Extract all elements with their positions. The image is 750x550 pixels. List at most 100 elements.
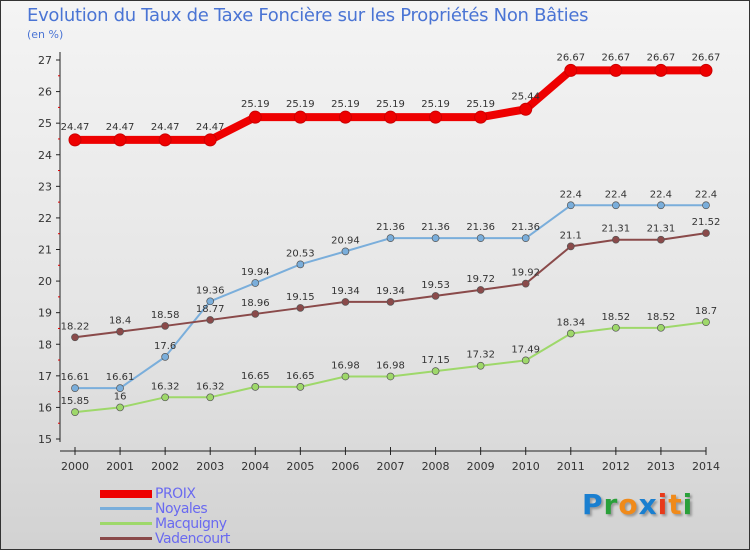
data-label: 17.32: [466, 350, 495, 361]
x-tick-label: 2001: [106, 460, 134, 473]
x-tick-label: 2008: [422, 460, 450, 473]
data-label: 22.4: [650, 189, 672, 200]
data-label: 22.4: [695, 189, 717, 200]
data-point: [612, 323, 620, 332]
data-label: 19.53: [421, 280, 450, 291]
data-point: [654, 63, 668, 77]
data-label: 21.36: [376, 222, 405, 233]
x-tick-label: 2012: [602, 460, 630, 473]
data-label: 18.77: [196, 304, 225, 315]
data-label: 21.36: [466, 222, 495, 233]
data-label: 18.58: [151, 310, 180, 321]
data-point: [699, 63, 713, 77]
legend-label: Noyales: [155, 500, 208, 517]
logo-letter: x: [638, 488, 658, 521]
data-point: [476, 286, 485, 294]
legend-swatch: [100, 507, 152, 510]
data-point: [566, 201, 575, 210]
x-tick-label: 2002: [151, 460, 179, 473]
data-label: 19.34: [331, 286, 360, 297]
y-tick-label: 26: [38, 86, 52, 99]
legend-swatch: [100, 489, 152, 498]
x-tick-label: 2000: [61, 460, 89, 473]
x-tick-label: 2005: [286, 460, 314, 473]
data-label: 25.19: [376, 99, 405, 110]
y-tick-label: 15: [38, 433, 52, 446]
data-label: 19.92: [511, 268, 540, 279]
data-point: [71, 333, 79, 342]
data-point: [116, 384, 124, 393]
data-point: [702, 318, 710, 326]
logo-letter: o: [618, 488, 639, 521]
data-point: [476, 361, 485, 370]
legend-label: PROIX: [155, 485, 196, 502]
data-label: 16.32: [196, 381, 225, 392]
data-label: 19.72: [466, 274, 495, 285]
data-label: 26.67: [692, 52, 721, 63]
data-label: 16: [114, 391, 127, 402]
logo-letter: t: [668, 488, 683, 521]
x-tick-label: 2006: [331, 460, 359, 473]
x-tick-label: 2007: [377, 460, 405, 473]
data-point: [657, 323, 665, 332]
data-label: 24.47: [196, 122, 225, 133]
data-point: [384, 110, 397, 124]
y-axis-unit: (en %): [27, 28, 64, 41]
data-label: 25.19: [241, 99, 270, 110]
y-tick-label: 20: [38, 275, 52, 288]
data-label: 25.44: [511, 91, 540, 102]
proxiti-logo: Proxiti: [582, 488, 693, 521]
data-point: [657, 235, 665, 244]
data-point: [71, 384, 79, 393]
data-point: [702, 229, 710, 237]
x-tick-label: 2003: [196, 460, 224, 473]
legend-swatch: [100, 522, 152, 525]
data-label: 16.61: [106, 372, 135, 383]
data-point: [564, 63, 578, 77]
data-label: 24.47: [106, 122, 135, 133]
data-point: [431, 234, 440, 242]
x-tick-label: 2009: [467, 460, 495, 473]
x-tick-label: 2004: [241, 460, 269, 473]
x-tick-label: 2014: [692, 460, 720, 473]
series-vadencourt: 18.22 18.4 18.58 18.77 18.96 19.15 19.34 19.34 1…: [61, 217, 720, 342]
data-point: [519, 102, 533, 116]
data-point: [609, 63, 623, 77]
data-point: [161, 322, 169, 330]
series-noyales: 16.61 16.61 17.6 19.36 19.94 20.53 20.94 21.36 2…: [61, 189, 717, 393]
data-label: 21.36: [421, 222, 450, 233]
series-macquigny: 15.85 16 16.32 16.32 16.65 16.65 16.98 16.98 17.…: [61, 306, 717, 417]
data-label: 16.98: [331, 360, 360, 371]
data-label: 25.19: [466, 99, 495, 110]
legend-swatch: [100, 537, 152, 540]
y-tick-label: 23: [38, 180, 52, 193]
data-point: [521, 279, 530, 288]
data-label: 16.65: [286, 371, 315, 382]
data-label: 16.98: [376, 360, 405, 371]
data-label: 15.85: [61, 396, 90, 407]
data-point: [206, 316, 215, 324]
data-label: 16.61: [61, 372, 90, 383]
data-point: [161, 393, 169, 402]
data-point: [71, 408, 79, 417]
data-point: [521, 234, 530, 242]
x-tick-label: 2013: [647, 460, 675, 473]
data-point: [386, 298, 395, 306]
y-tick-label: 16: [38, 401, 52, 414]
logo-letter: P: [582, 488, 604, 521]
data-label: 24.47: [61, 122, 90, 133]
legend-item: Noyales: [100, 500, 230, 517]
data-label: 19.36: [196, 285, 225, 296]
data-point: [113, 133, 127, 147]
data-label: 18.4: [109, 316, 131, 327]
series-proix: 24.47 24.47 24.47 24.47 25.19 25.19 25.19 25.19…: [61, 52, 721, 147]
data-point: [566, 242, 575, 251]
data-point: [612, 201, 620, 210]
data-label: 21.31: [602, 224, 631, 235]
data-point: [566, 329, 575, 338]
chart-title: Evolution du Taux de Taxe Foncière sur l…: [27, 5, 589, 26]
data-label: 21.31: [647, 224, 676, 235]
data-label: 22.4: [605, 189, 627, 200]
data-label: 17.15: [421, 355, 450, 366]
